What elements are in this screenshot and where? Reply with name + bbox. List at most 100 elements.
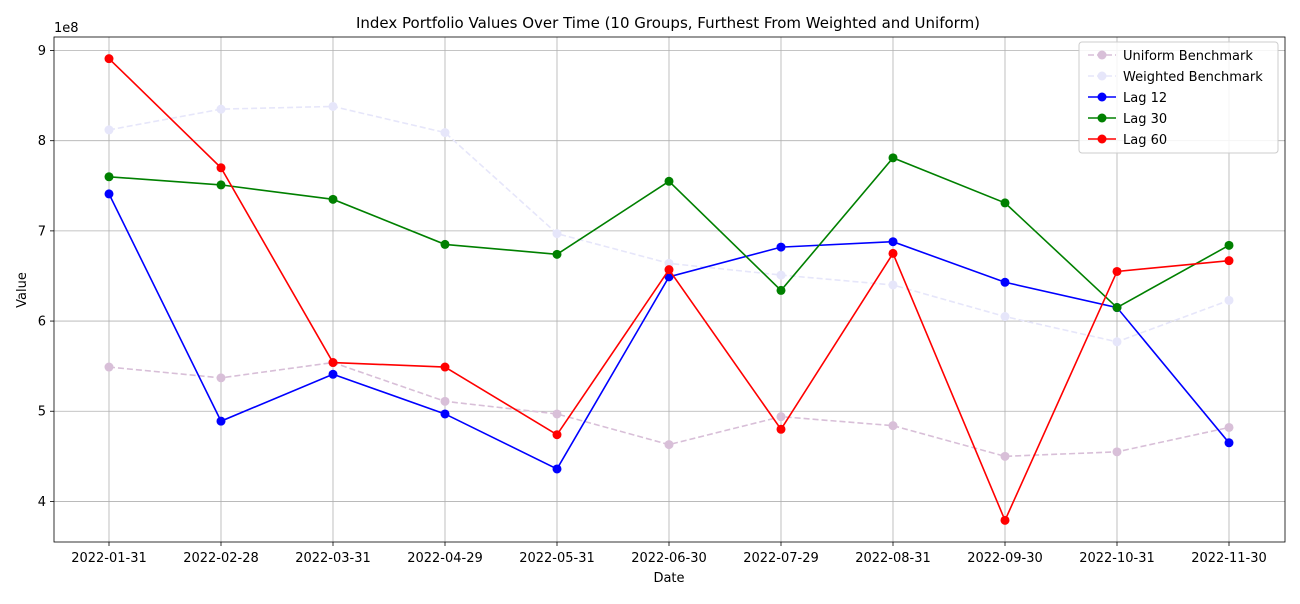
data-point (776, 424, 786, 434)
legend-marker (1097, 134, 1107, 144)
data-point (1000, 198, 1010, 208)
data-point (216, 163, 226, 173)
data-point (1112, 447, 1122, 457)
series-uniform-benchmark (104, 358, 1234, 461)
data-point (104, 362, 114, 372)
x-tick-label: 2022-04-29 (407, 551, 483, 566)
axes: 2022-01-31 2022-02-28 2022-03-31 2022-04-29… (38, 36, 1286, 566)
y-axis-label: Value (15, 272, 30, 308)
legend-box (1078, 41, 1279, 154)
data-point (552, 409, 562, 419)
y-tick-label: 5 (38, 405, 46, 420)
data-point (1112, 337, 1122, 347)
legend-marker (1097, 71, 1107, 81)
data-point (1224, 438, 1234, 448)
data-point (664, 272, 674, 282)
data-point (888, 153, 898, 163)
data-point (104, 54, 114, 64)
y-axis-multiplier: 1e8 (54, 21, 79, 36)
legend-label: Lag 60 (1123, 133, 1167, 148)
legend-item: Uniform Benchmark (1088, 49, 1253, 64)
data-point (888, 237, 898, 247)
legend: Uniform Benchmark Weighted Benchmark Lag 1… (1078, 41, 1279, 154)
data-point (776, 412, 786, 422)
x-tick-label: 2022-02-28 (183, 551, 259, 566)
x-axis-label: Date (653, 571, 684, 586)
data-point (1224, 422, 1234, 432)
series-weighted-benchmark (104, 101, 1234, 347)
y-tick-label: 6 (38, 315, 46, 330)
legend-item: Lag 60 (1088, 133, 1167, 148)
data-point (1000, 451, 1010, 461)
data-point (888, 248, 898, 258)
legend-marker (1097, 113, 1107, 123)
data-point (1000, 277, 1010, 287)
x-tick-label: 2022-06-30 (631, 551, 707, 566)
data-point (1224, 256, 1234, 266)
series-lag-12 (104, 189, 1234, 474)
x-tick-label: 2022-08-31 (855, 551, 931, 566)
data-point (776, 270, 786, 280)
data-point (328, 194, 338, 204)
data-point (216, 416, 226, 426)
data-point (216, 180, 226, 190)
legend-item: Weighted Benchmark (1088, 70, 1263, 85)
plot-frame (53, 36, 1286, 543)
data-point (104, 172, 114, 182)
legend-label: Lag 12 (1123, 91, 1167, 106)
data-point (104, 125, 114, 135)
x-tick-label: 2022-11-30 (1191, 551, 1267, 566)
series-lag-30 (104, 153, 1234, 313)
data-point (664, 258, 674, 268)
data-point (888, 280, 898, 290)
series-group (104, 54, 1234, 525)
series-lag-60 (104, 54, 1234, 525)
data-point (664, 440, 674, 450)
data-point (888, 421, 898, 431)
data-point (552, 430, 562, 440)
data-point (328, 101, 338, 111)
data-point (664, 265, 674, 275)
legend-item: Lag 12 (1088, 91, 1167, 106)
x-tick-label: 2022-09-30 (967, 551, 1043, 566)
legend-label: Weighted Benchmark (1123, 70, 1263, 85)
data-point (328, 369, 338, 379)
data-point (1000, 515, 1010, 525)
x-tick-label: 2022-07-29 (743, 551, 819, 566)
x-tick-label: 2022-01-31 (71, 551, 147, 566)
data-point (776, 285, 786, 295)
data-point (328, 358, 338, 368)
data-point (1000, 312, 1010, 322)
data-point (552, 464, 562, 474)
legend-marker (1097, 92, 1107, 102)
data-point (552, 229, 562, 239)
data-point (1112, 266, 1122, 276)
grid (54, 37, 1285, 542)
legend-marker (1097, 50, 1107, 60)
y-tick-label: 9 (38, 44, 46, 59)
data-point (104, 189, 114, 199)
chart-title: Index Portfolio Values Over Time (10 Gro… (356, 14, 980, 32)
data-point (440, 409, 450, 419)
data-point (552, 249, 562, 259)
data-point (1224, 295, 1234, 305)
data-point (216, 104, 226, 114)
data-point (664, 176, 674, 186)
data-point (776, 242, 786, 252)
y-tick-label: 8 (38, 134, 46, 149)
legend-label: Lag 30 (1123, 112, 1167, 127)
data-point (440, 128, 450, 138)
y-tick-label: 7 (38, 224, 46, 239)
legend-label: Uniform Benchmark (1123, 49, 1253, 64)
legend-item: Lag 30 (1088, 112, 1167, 127)
x-tick-label: 2022-05-31 (519, 551, 595, 566)
y-tick-label: 4 (38, 495, 46, 510)
data-point (1112, 303, 1122, 313)
data-point (440, 396, 450, 406)
x-tick-label: 2022-03-31 (295, 551, 371, 566)
data-point (1224, 240, 1234, 250)
x-tick-label: 2022-10-31 (1079, 551, 1155, 566)
data-point (440, 239, 450, 249)
